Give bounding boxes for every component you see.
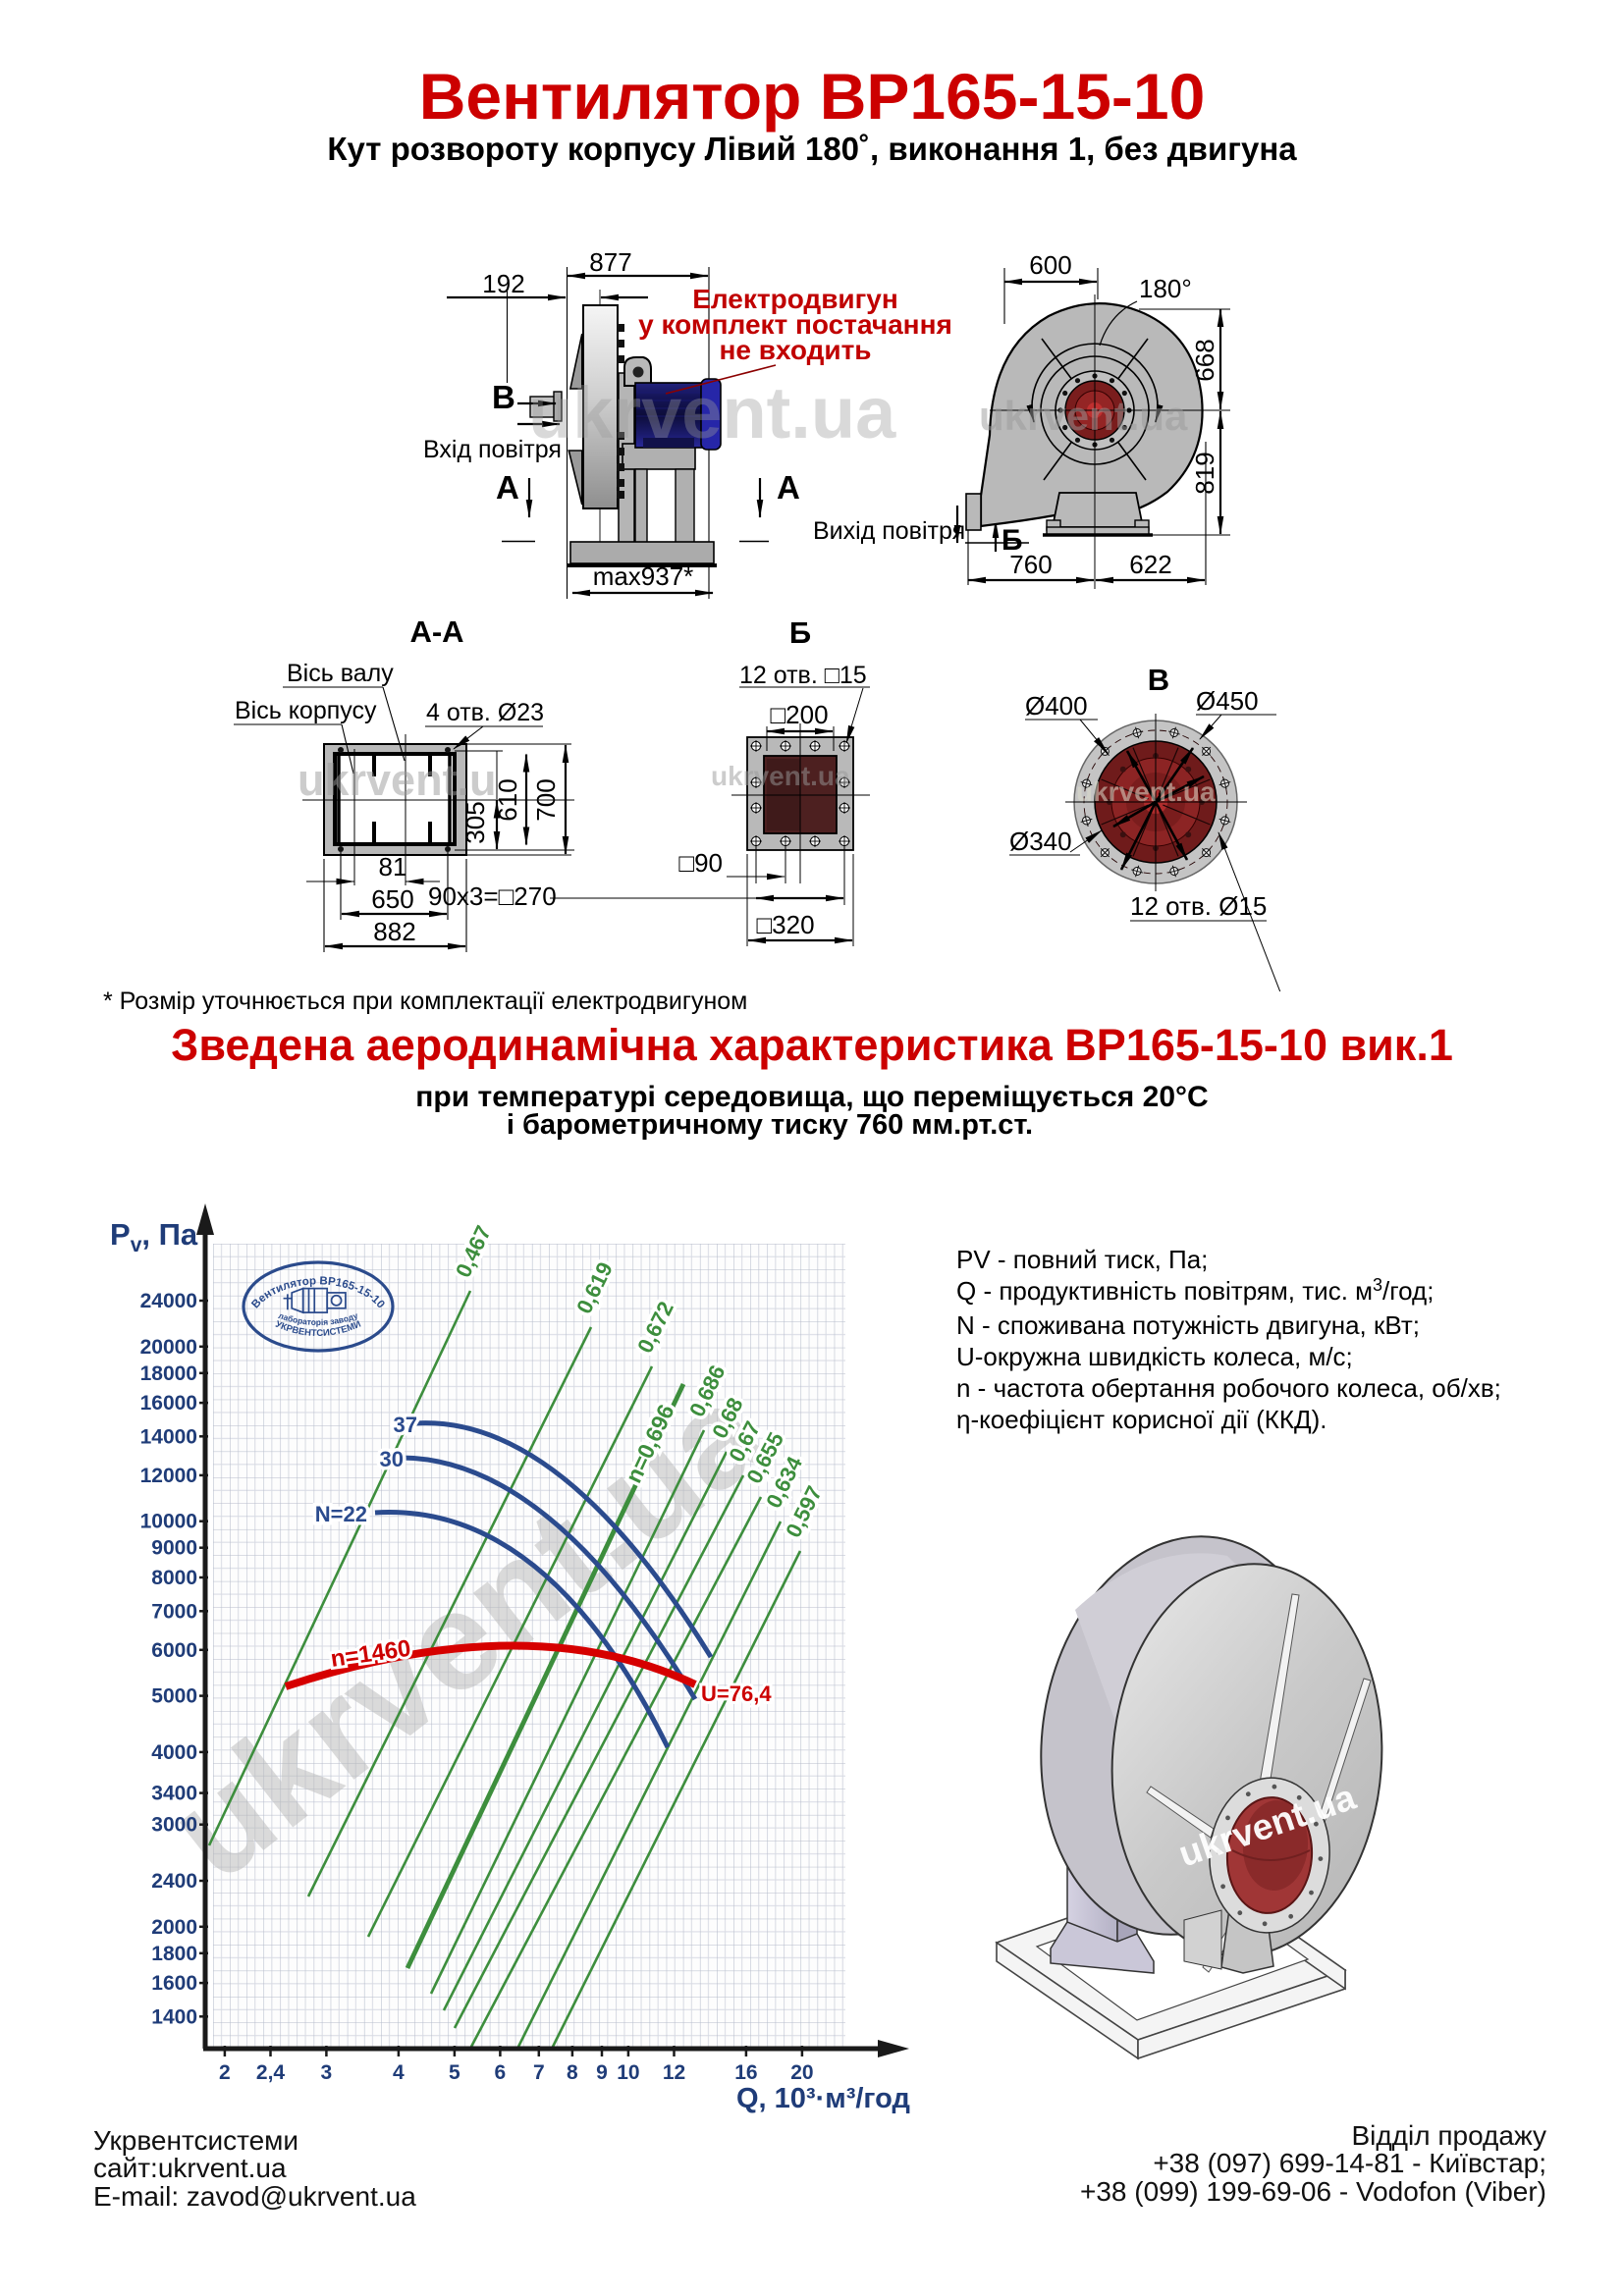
svg-text:20: 20 — [790, 2061, 813, 2084]
svg-text:2400: 2400 — [151, 1870, 197, 1893]
svg-text:3000: 3000 — [151, 1814, 197, 1837]
svg-text:1400: 1400 — [151, 2005, 197, 2028]
svg-text:Б: Б — [1001, 524, 1023, 557]
svg-text:180°: 180° — [1139, 274, 1192, 303]
svg-text:760: 760 — [1009, 550, 1052, 579]
svg-text:N=22: N=22 — [315, 1502, 367, 1526]
svg-text:819: 819 — [1190, 452, 1219, 494]
svg-text:Ø400: Ø400 — [1025, 691, 1088, 721]
svg-text:7000: 7000 — [151, 1600, 197, 1623]
svg-text:В: В — [1148, 663, 1169, 697]
svg-text:9000: 9000 — [151, 1537, 197, 1560]
svg-text:8: 8 — [567, 2061, 578, 2084]
svg-text:А-А: А-А — [409, 614, 463, 649]
svg-text:Б: Б — [789, 615, 811, 650]
svg-text:Pv, Па: Pv, Па — [110, 1217, 198, 1256]
svg-text:700: 700 — [531, 778, 561, 821]
svg-text:2: 2 — [219, 2061, 231, 2084]
svg-text:12 отв. □15: 12 отв. □15 — [739, 662, 867, 689]
svg-text:24000: 24000 — [140, 1290, 197, 1312]
svg-text:20000: 20000 — [140, 1336, 197, 1359]
svg-text:□200: □200 — [770, 700, 828, 729]
svg-text:Вісь валу: Вісь валу — [287, 660, 394, 687]
svg-text:882: 882 — [373, 917, 415, 946]
svg-text:□320: □320 — [756, 910, 814, 939]
svg-text:ukrvent.ua: ukrvent.ua — [528, 372, 896, 454]
svg-text:Q, 10³·м³/год: Q, 10³·м³/год — [736, 2083, 910, 2114]
svg-text:Вихід повітря: Вихід повітря — [813, 517, 965, 545]
svg-text:12000: 12000 — [140, 1465, 197, 1487]
svg-text:А: А — [777, 469, 800, 506]
svg-text:10000: 10000 — [140, 1511, 197, 1533]
svg-text:4 отв. Ø23: 4 отв. Ø23 — [426, 699, 544, 726]
svg-text:не входить: не входить — [720, 335, 872, 365]
svg-text:Вхід повітря: Вхід повітря — [423, 436, 562, 463]
svg-text:ukrvent.u: ukrvent.u — [298, 755, 497, 805]
svg-text:4000: 4000 — [151, 1741, 197, 1764]
svg-text:4: 4 — [393, 2061, 405, 2084]
svg-text:2,4: 2,4 — [256, 2061, 286, 2084]
svg-text:3: 3 — [321, 2061, 333, 2084]
svg-text:Ø450: Ø450 — [1196, 686, 1259, 716]
svg-text:30: 30 — [380, 1447, 404, 1471]
svg-text:3400: 3400 — [151, 1783, 197, 1805]
svg-text:600: 600 — [1029, 250, 1071, 280]
svg-text:305: 305 — [460, 801, 490, 843]
svg-text:650: 650 — [371, 884, 413, 914]
svg-text:16000: 16000 — [140, 1392, 197, 1415]
svg-text:Вісь корпусу: Вісь корпусу — [235, 697, 377, 724]
svg-text:10: 10 — [617, 2061, 639, 2084]
svg-text:12: 12 — [663, 2061, 685, 2084]
svg-text:6000: 6000 — [151, 1639, 197, 1662]
svg-text:5: 5 — [449, 2061, 460, 2084]
svg-text:ukrvent.ua: ukrvent.ua — [979, 393, 1188, 439]
svg-text:6: 6 — [495, 2061, 507, 2084]
svg-text:610: 610 — [493, 778, 522, 821]
svg-text:у комплект постачання: у комплект постачання — [638, 309, 952, 340]
svg-text:12 отв. Ø15: 12 отв. Ø15 — [1130, 891, 1267, 921]
svg-text:□90: □90 — [678, 848, 723, 878]
svg-text:9: 9 — [596, 2061, 608, 2084]
svg-text:81: 81 — [379, 852, 407, 881]
svg-text:37: 37 — [394, 1413, 417, 1437]
svg-text:668: 668 — [1190, 339, 1219, 381]
svg-text:622: 622 — [1129, 550, 1171, 579]
svg-text:Ø340: Ø340 — [1009, 827, 1072, 856]
svg-text:8000: 8000 — [151, 1567, 197, 1589]
svg-text:В: В — [492, 379, 515, 415]
svg-text:90х3=□270: 90х3=□270 — [428, 881, 557, 911]
svg-text:877: 877 — [589, 247, 631, 277]
svg-text:U=76,4: U=76,4 — [701, 1682, 772, 1706]
svg-text:7: 7 — [533, 2061, 545, 2084]
svg-text:ukrvent.ua: ukrvent.ua — [1076, 776, 1216, 807]
svg-text:А: А — [496, 469, 519, 506]
svg-text:16: 16 — [734, 2061, 757, 2084]
svg-text:18000: 18000 — [140, 1362, 197, 1385]
svg-text:2000: 2000 — [151, 1916, 197, 1939]
svg-text:192: 192 — [482, 269, 524, 298]
svg-text:5000: 5000 — [151, 1685, 197, 1708]
svg-text:Електродвигун: Електродвигун — [692, 284, 898, 314]
svg-text:ukrvent.ua: ukrvent.ua — [711, 761, 850, 791]
svg-text:14000: 14000 — [140, 1425, 197, 1448]
svg-text:1600: 1600 — [151, 1972, 197, 1995]
svg-text:1800: 1800 — [151, 1943, 197, 1965]
